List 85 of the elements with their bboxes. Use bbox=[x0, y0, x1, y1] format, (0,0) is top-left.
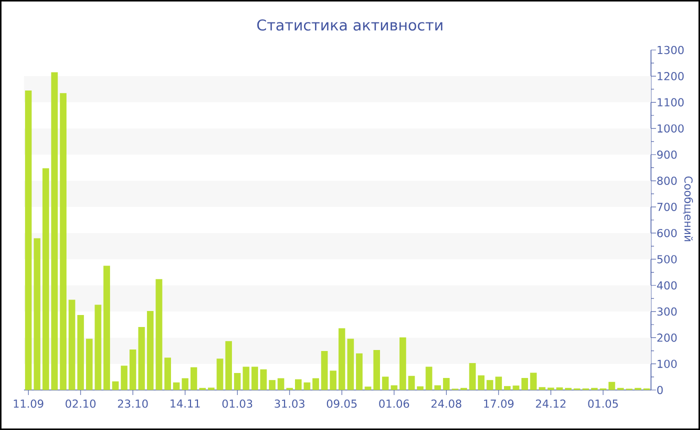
bar bbox=[364, 386, 372, 390]
y-tick-label: 1000 bbox=[658, 124, 684, 133]
y-tick-label: 1300 bbox=[658, 46, 684, 54]
bar bbox=[408, 376, 415, 390]
bar bbox=[556, 387, 563, 390]
y-tick-label: 900 bbox=[657, 150, 677, 159]
bar bbox=[390, 385, 398, 390]
bar bbox=[443, 378, 450, 390]
y-tick-label: 700 bbox=[657, 202, 677, 212]
bar bbox=[156, 279, 162, 390]
bar bbox=[138, 326, 145, 390]
y-tick-label: 400 bbox=[657, 281, 677, 290]
bar bbox=[538, 387, 546, 390]
x-tick-label: 02.10 bbox=[66, 400, 96, 408]
bar bbox=[486, 380, 494, 390]
bar bbox=[182, 378, 188, 390]
bar bbox=[25, 90, 32, 390]
bar bbox=[225, 341, 232, 390]
bar bbox=[103, 266, 110, 390]
x-tick-label: 14.11 bbox=[170, 400, 200, 408]
chart-title: Статистика активности bbox=[257, 19, 442, 31]
y-tick-label: 300 bbox=[657, 307, 677, 316]
y-tick-label: 0 bbox=[657, 386, 663, 394]
bar bbox=[338, 328, 346, 390]
y-tick-label: 200 bbox=[657, 334, 677, 342]
bar bbox=[268, 380, 276, 390]
x-tick-label: 23.10 bbox=[118, 400, 148, 408]
bar bbox=[504, 386, 511, 390]
bar bbox=[34, 238, 40, 390]
bar bbox=[60, 93, 66, 390]
bar bbox=[373, 350, 380, 390]
bar bbox=[42, 168, 50, 390]
bar bbox=[68, 300, 76, 390]
bar bbox=[190, 367, 198, 390]
y-tick-label: 800 bbox=[657, 176, 677, 185]
bar bbox=[86, 338, 93, 390]
x-tick-label: 09.05 bbox=[326, 400, 357, 408]
bar bbox=[495, 376, 502, 390]
bar bbox=[521, 378, 528, 390]
y-tick-label: 100 bbox=[658, 360, 677, 368]
bar bbox=[130, 349, 136, 390]
x-tick-label: 24.12 bbox=[536, 400, 566, 408]
bar bbox=[416, 386, 424, 390]
bar bbox=[426, 366, 432, 390]
bar bbox=[478, 375, 484, 390]
x-tick-label: 31.03 bbox=[274, 400, 304, 408]
bar bbox=[356, 353, 363, 390]
bar bbox=[382, 376, 389, 390]
x-tick-label: 24.08 bbox=[431, 400, 462, 408]
bar bbox=[608, 382, 616, 390]
bar bbox=[400, 337, 406, 390]
bar bbox=[304, 382, 310, 390]
x-tick-label: 01.05 bbox=[588, 400, 618, 408]
bar bbox=[530, 372, 537, 390]
bar bbox=[77, 314, 84, 390]
bar bbox=[295, 379, 302, 390]
bar bbox=[112, 381, 119, 390]
bar bbox=[278, 378, 284, 390]
y-tick-label: 600 bbox=[657, 228, 677, 238]
y-tick-label: 500 bbox=[657, 255, 677, 264]
bar bbox=[146, 311, 154, 390]
bar bbox=[164, 358, 171, 390]
bar bbox=[312, 378, 320, 390]
bar bbox=[94, 304, 102, 390]
x-tick-label: 01.03 bbox=[222, 400, 252, 408]
bar bbox=[321, 351, 328, 390]
bar bbox=[260, 369, 267, 390]
bar bbox=[330, 370, 336, 390]
bar bbox=[434, 385, 441, 390]
bar bbox=[216, 358, 224, 390]
bar bbox=[173, 382, 180, 390]
y-tick-label: 1200 bbox=[658, 72, 684, 80]
x-tick-label: 01.06 bbox=[379, 400, 410, 408]
bar bbox=[512, 386, 520, 390]
y-tick-label: 1100 bbox=[658, 98, 684, 106]
bar bbox=[469, 363, 476, 390]
y-axis-title: Сообщений bbox=[682, 176, 694, 242]
bar bbox=[120, 366, 128, 390]
bar bbox=[347, 338, 354, 390]
x-tick-label: 11.09 bbox=[14, 400, 44, 408]
bar bbox=[242, 366, 250, 390]
bar bbox=[251, 366, 258, 390]
x-tick-label: 17.09 bbox=[484, 400, 514, 408]
bar bbox=[51, 72, 58, 390]
bar bbox=[234, 373, 241, 390]
